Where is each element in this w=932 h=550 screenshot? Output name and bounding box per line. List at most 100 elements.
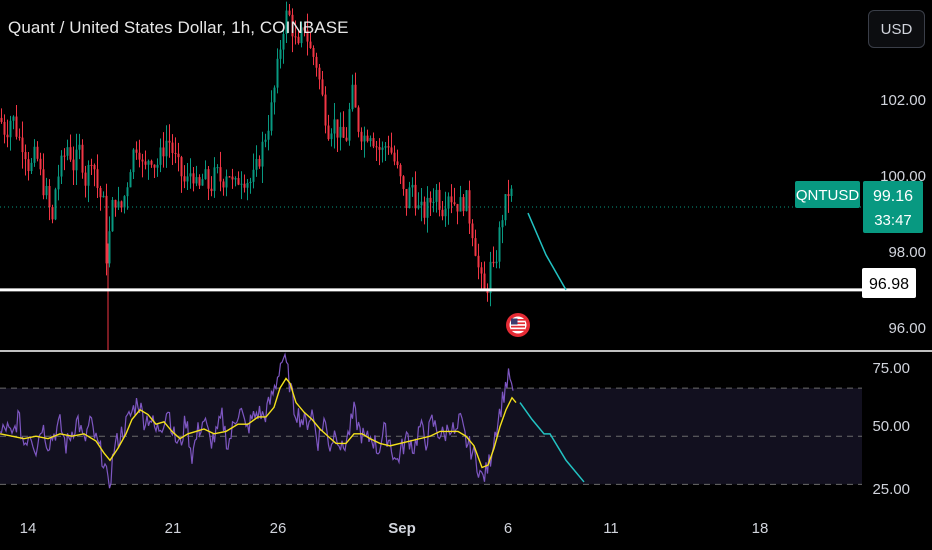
candle-down[interactable] xyxy=(180,155,183,193)
candle-up[interactable] xyxy=(126,182,129,210)
candle-down[interactable] xyxy=(450,184,453,214)
candle-down[interactable] xyxy=(96,154,99,199)
candle-up[interactable] xyxy=(279,40,282,69)
candle-up[interactable] xyxy=(264,133,267,148)
candle-down[interactable] xyxy=(90,158,93,176)
candle-up[interactable] xyxy=(234,176,237,187)
candle-up[interactable] xyxy=(165,125,168,168)
candle-up[interactable] xyxy=(159,138,162,173)
candle-up[interactable] xyxy=(498,221,501,269)
candle-up[interactable] xyxy=(45,177,48,200)
candle-up[interactable] xyxy=(33,139,36,167)
candle-up[interactable] xyxy=(510,185,513,202)
candle-down[interactable] xyxy=(405,188,408,216)
candle-up[interactable] xyxy=(444,191,447,227)
candle-down[interactable] xyxy=(477,243,480,280)
candle-down[interactable] xyxy=(258,155,261,169)
candle-down[interactable] xyxy=(438,182,441,217)
candle-down[interactable] xyxy=(309,32,312,49)
candle-down[interactable] xyxy=(171,134,174,166)
candle-up[interactable] xyxy=(351,74,354,112)
candle-down[interactable] xyxy=(6,119,9,148)
candle-down[interactable] xyxy=(72,146,75,185)
candle-up[interactable] xyxy=(339,112,342,151)
candle-down[interactable] xyxy=(342,111,345,139)
candle-up[interactable] xyxy=(276,48,279,94)
candle-down[interactable] xyxy=(288,4,291,17)
candle-up[interactable] xyxy=(261,131,264,184)
candle-down[interactable] xyxy=(429,191,432,217)
candle-up[interactable] xyxy=(117,186,120,211)
candle-up[interactable] xyxy=(54,187,57,221)
candle-up[interactable] xyxy=(216,164,219,174)
candle-down[interactable] xyxy=(21,121,24,169)
candle-up[interactable] xyxy=(495,250,498,269)
candle-down[interactable] xyxy=(198,174,201,189)
candle-up[interactable] xyxy=(123,195,126,214)
candle-down[interactable] xyxy=(0,108,3,124)
candle-up[interactable] xyxy=(408,181,411,209)
candle-down[interactable] xyxy=(399,163,402,185)
candle-down[interactable] xyxy=(441,200,444,221)
candle-down[interactable] xyxy=(81,139,84,179)
candle-down[interactable] xyxy=(192,167,195,192)
candle-down[interactable] xyxy=(306,13,309,56)
candle-up[interactable] xyxy=(204,160,207,180)
candle-down[interactable] xyxy=(480,262,483,289)
candle-down[interactable] xyxy=(360,127,363,150)
candle-down[interactable] xyxy=(312,45,315,66)
candle-down[interactable] xyxy=(471,219,474,247)
rsi-pane[interactable] xyxy=(0,352,862,489)
candle-down[interactable] xyxy=(354,72,357,108)
us-flag-icon[interactable] xyxy=(506,313,530,337)
candle-down[interactable] xyxy=(324,86,327,134)
candle-down[interactable] xyxy=(105,183,108,276)
candle-up[interactable] xyxy=(9,115,12,151)
candle-down[interactable] xyxy=(474,229,477,257)
candle-down[interactable] xyxy=(390,132,393,155)
candle-down[interactable] xyxy=(228,175,231,178)
candle-up[interactable] xyxy=(435,184,438,213)
candle-down[interactable] xyxy=(51,204,54,224)
candle-down[interactable] xyxy=(168,124,171,158)
candle-up[interactable] xyxy=(252,153,255,189)
candle-up[interactable] xyxy=(189,158,192,189)
price-pane[interactable] xyxy=(0,1,862,350)
candle-up[interactable] xyxy=(255,145,258,177)
candle-up[interactable] xyxy=(432,188,435,213)
candle-up[interactable] xyxy=(156,158,159,177)
candle-down[interactable] xyxy=(315,52,318,77)
candle-up[interactable] xyxy=(348,102,351,146)
candle-up[interactable] xyxy=(129,169,132,188)
candle-down[interactable] xyxy=(486,283,489,302)
candle-down[interactable] xyxy=(303,26,306,37)
candle-up[interactable] xyxy=(108,216,111,268)
candle-down[interactable] xyxy=(222,178,225,196)
candle-down[interactable] xyxy=(414,171,417,216)
candle-down[interactable] xyxy=(69,134,72,162)
candle-down[interactable] xyxy=(393,145,396,166)
candle-up[interactable] xyxy=(213,157,216,198)
candle-up[interactable] xyxy=(384,141,387,162)
candle-up[interactable] xyxy=(87,160,90,203)
candle-down[interactable] xyxy=(39,152,42,176)
candle-down[interactable] xyxy=(378,138,381,166)
candle-up[interactable] xyxy=(489,251,492,307)
candle-up[interactable] xyxy=(426,186,429,233)
support-price-tag[interactable]: 96.98 xyxy=(862,268,916,298)
candle-up[interactable] xyxy=(249,177,252,194)
candle-up[interactable] xyxy=(420,188,423,222)
candle-down[interactable] xyxy=(177,142,180,172)
candle-down[interactable] xyxy=(237,171,240,186)
candle-up[interactable] xyxy=(30,158,33,174)
candle-down[interactable] xyxy=(462,193,465,217)
candle-down[interactable] xyxy=(48,179,51,221)
candle-up[interactable] xyxy=(501,214,504,244)
candle-down[interactable] xyxy=(423,196,426,225)
candle-down[interactable] xyxy=(357,105,360,138)
candle-down[interactable] xyxy=(507,179,510,213)
candle-down[interactable] xyxy=(402,175,405,196)
candle-up[interactable] xyxy=(282,27,285,64)
candle-down[interactable] xyxy=(114,199,117,217)
candle-up[interactable] xyxy=(195,165,198,187)
